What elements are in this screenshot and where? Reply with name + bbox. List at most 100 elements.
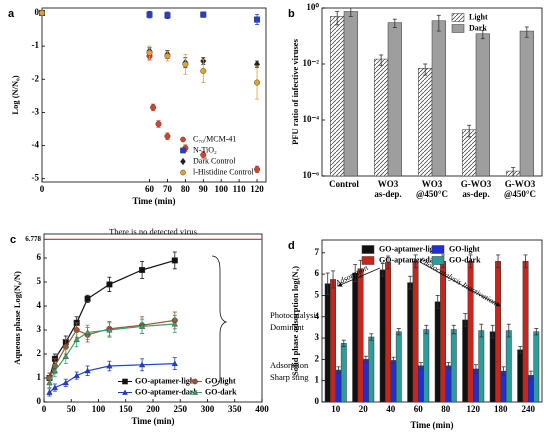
legend-label: C₇₀/MCM-41 — [193, 134, 236, 143]
x-axis-label: Time (min) — [410, 420, 453, 430]
legend-label: GO-light — [449, 244, 480, 253]
legend-label: GO-dark — [449, 255, 481, 264]
y-axis-label: PFU ratio of infective viruses — [290, 38, 300, 144]
marker — [254, 79, 261, 86]
x-tick-label: G-WO3 as-dep. — [461, 179, 492, 199]
x-tick-label: 100 — [92, 404, 106, 414]
bar — [385, 262, 392, 403]
marker — [164, 133, 171, 140]
y-axis-label: Solid phase adsorption log(Nₐ) — [290, 266, 300, 376]
bar — [434, 301, 441, 403]
x-tick-label: 80 — [181, 184, 191, 194]
marker — [171, 320, 178, 327]
marker — [180, 147, 186, 154]
marker — [122, 378, 128, 385]
marker — [146, 49, 153, 56]
y-tick-label: -2 — [32, 73, 40, 83]
marker — [106, 362, 113, 369]
legend-swatch — [451, 13, 465, 22]
marker — [150, 104, 157, 111]
bar — [519, 30, 534, 177]
marker — [180, 169, 186, 176]
marker — [164, 53, 171, 60]
x-tick-label-line: WO3 — [422, 179, 443, 189]
y-tick-label: -1 — [32, 40, 40, 50]
y-tick-label: 4 — [37, 300, 42, 310]
legend-swatch — [431, 256, 445, 265]
bar — [533, 331, 540, 403]
marker — [254, 166, 261, 173]
bar — [478, 330, 485, 403]
x-axis-label: Time (min) — [131, 416, 174, 426]
bar — [418, 365, 424, 403]
x-tick-label: 0 — [40, 184, 45, 194]
x-tick-label: 60 — [414, 404, 424, 414]
x-tick-label: 300 — [201, 404, 215, 414]
panel-label: c — [10, 234, 16, 246]
legend-swatch — [361, 245, 375, 254]
marker — [106, 326, 113, 333]
x-axis-label: Time (min) — [132, 196, 175, 206]
x-tick-label-line: WO3 — [378, 179, 399, 189]
bar — [431, 20, 446, 177]
x-tick-label: 10 — [331, 404, 341, 414]
panel-label: b — [288, 8, 295, 20]
y-tick-label: 4 — [315, 311, 320, 321]
x-tick-label: 400 — [255, 404, 269, 414]
legend-label: GO-light — [205, 376, 236, 385]
x-tick-label-line: as-dep. — [462, 189, 489, 199]
y-tick-label: 5 — [37, 276, 42, 286]
annotation: Sharp sting — [270, 372, 309, 382]
marker — [200, 151, 207, 158]
marker — [192, 389, 198, 395]
marker — [171, 257, 178, 264]
marker — [139, 267, 146, 274]
marker — [200, 67, 207, 74]
y-tick-label: 10⁻⁴ — [303, 114, 320, 124]
marker — [84, 329, 91, 335]
plot-frame — [41, 7, 267, 183]
legend-label: N-TiO₂ — [193, 145, 217, 154]
marker — [46, 379, 53, 386]
marker — [182, 61, 189, 68]
x-tick-label-line: G-WO3 — [505, 179, 536, 189]
annotation: Dominant — [270, 322, 305, 332]
arrow — [337, 267, 381, 287]
marker — [180, 157, 186, 166]
marker — [51, 367, 59, 374]
y-tick-label: 10⁰ — [306, 2, 319, 12]
bar — [340, 343, 347, 403]
legend-label: Dark Control — [193, 156, 236, 165]
series-line — [48, 259, 175, 379]
x-tick-label: 110 — [233, 184, 247, 194]
x-tick-label-line: G-WO3 — [461, 179, 492, 189]
plot-frame — [321, 239, 543, 403]
legend-swatch — [361, 256, 375, 265]
bar — [387, 22, 402, 177]
y-tick-label: 6 — [37, 252, 42, 262]
legend-label: GO-aptamer-dark — [379, 255, 442, 264]
y-tick-label: 3 — [315, 332, 320, 342]
x-tick-label: 240 — [522, 404, 536, 414]
series-line — [48, 319, 175, 379]
bar — [412, 261, 419, 403]
bar — [475, 33, 490, 177]
legend-label: GO-aptamer-light — [135, 376, 197, 385]
annotation: Adsorption — [333, 263, 370, 288]
x-tick-label: 80 — [441, 404, 451, 414]
marker — [192, 378, 198, 385]
brace — [211, 255, 228, 387]
y-tick-label: 7 — [315, 247, 320, 257]
x-tick-label: 90 — [199, 184, 209, 194]
annotation: Adsorption — [270, 360, 309, 370]
marker — [122, 389, 128, 395]
y-tick-label: 10⁻² — [303, 58, 320, 68]
bar — [505, 330, 512, 403]
panel-label: a — [8, 8, 15, 20]
legend-label: Light — [469, 12, 488, 21]
x-tick-label: 200 — [146, 404, 160, 414]
y-axis-label: Aqueous phase Log(N₀/N) — [12, 271, 22, 365]
arrow — [419, 261, 501, 307]
x-tick-label-line: as-dep. — [374, 189, 401, 199]
marker — [200, 11, 207, 18]
